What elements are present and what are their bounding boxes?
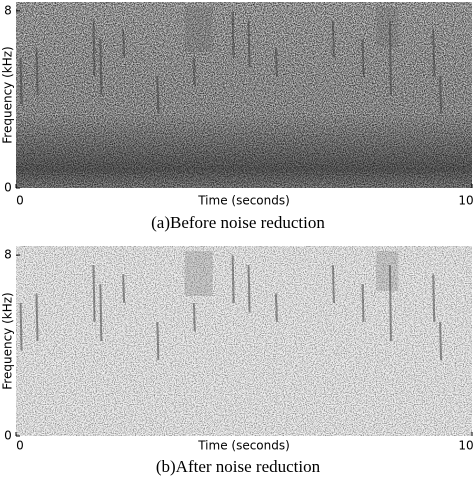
caption: (b)After noise reduction [156,457,321,476]
y-tick-label: 8 [4,248,12,262]
call-cluster [376,7,399,47]
call-stroke [156,76,160,114]
call-stroke [432,29,436,77]
call-cluster [376,251,399,291]
x-axis-label: Time (seconds) [197,439,290,453]
call-stroke [331,264,335,304]
spectrogram-noise [16,246,472,436]
call-stroke [432,274,436,323]
call-cluster [184,7,213,52]
x-axis-label: Time (seconds) [197,194,290,208]
call-stroke [231,11,235,58]
call-stroke [122,274,126,304]
call-stroke [192,302,196,332]
call-stroke [274,293,278,323]
y-tick-label: 0 [4,429,12,443]
call-stroke [156,321,160,361]
x-tick-label: 10 [458,439,473,453]
call-stroke [99,39,103,96]
y-tick-label: 8 [4,3,12,17]
call-stroke [439,321,443,361]
call-stroke [92,20,96,77]
y-axis-label: Frequency (kHz) [1,292,15,389]
call-stroke [331,20,335,58]
call-stroke [388,264,392,342]
x-tick-label: 10 [458,194,473,208]
call-stroke [19,302,23,351]
low-frequency-noise [16,2,472,188]
call-stroke [388,20,392,96]
call-stroke [92,264,96,323]
call-stroke [122,29,126,58]
call-stroke [19,57,23,105]
call-cluster [184,251,213,296]
call-stroke [99,283,103,342]
call-stroke [361,283,365,323]
call-stroke [35,293,39,342]
call-stroke [192,57,196,86]
call-stroke [439,76,443,114]
call-stroke [361,39,365,77]
call-stroke [35,48,39,96]
x-tick-label: 0 [16,194,24,208]
call-stroke [247,20,251,68]
call-stroke [231,255,235,304]
call-stroke [247,264,251,313]
call-stroke [274,48,278,77]
caption: (a)Before noise reduction [151,213,325,232]
y-tick-label: 0 [4,181,12,195]
y-axis-label: Frequency (kHz) [1,46,15,143]
x-tick-label: 0 [16,439,24,453]
